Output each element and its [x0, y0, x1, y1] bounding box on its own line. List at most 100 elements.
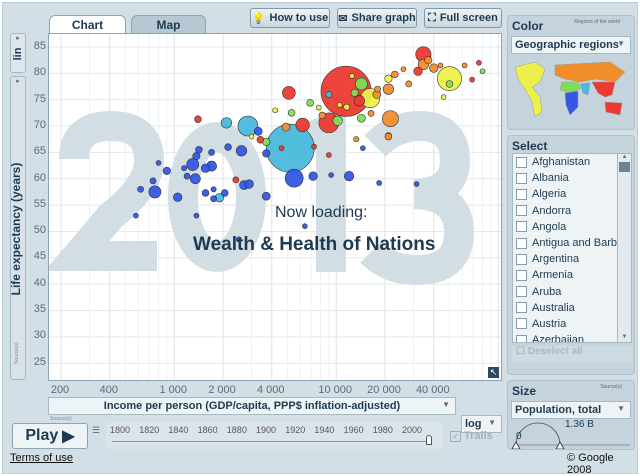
country-bubble[interactable]: [374, 85, 381, 93]
country-bubble[interactable]: [413, 66, 423, 76]
country-bubble[interactable]: [162, 166, 171, 175]
country-bubble[interactable]: [311, 143, 317, 150]
checkbox[interactable]: [516, 286, 527, 298]
country-bubble[interactable]: [221, 189, 229, 197]
country-bubble[interactable]: [208, 149, 215, 156]
country-bubble[interactable]: [461, 62, 468, 69]
country-bubble[interactable]: [133, 212, 139, 219]
country-bubble[interactable]: [253, 126, 263, 136]
country-bubble[interactable]: [193, 212, 200, 219]
country-bubble[interactable]: [256, 136, 265, 144]
country-bubble[interactable]: [220, 117, 232, 129]
checkbox[interactable]: [516, 318, 527, 330]
play-button[interactable]: Play ▶: [12, 423, 88, 449]
country-bubble[interactable]: [295, 117, 310, 133]
country-bubble[interactable]: [232, 176, 240, 184]
speed-control[interactable]: ☰: [92, 425, 101, 435]
checkbox[interactable]: [516, 156, 527, 168]
country-bubble[interactable]: [382, 110, 399, 128]
country-bubble[interactable]: [413, 181, 420, 187]
scroll-down-icon[interactable]: ▼: [621, 334, 628, 340]
country-bubble[interactable]: [186, 158, 200, 171]
country-bubble[interactable]: [445, 80, 454, 88]
country-bubble[interactable]: [384, 74, 393, 83]
country-bubble[interactable]: [384, 132, 393, 141]
country-list-item[interactable]: Armenia: [513, 267, 631, 283]
country-bubble[interactable]: [181, 165, 187, 172]
country-bubble[interactable]: [224, 143, 232, 151]
country-bubble[interactable]: [278, 145, 285, 151]
size-select[interactable]: Population, total ▼: [511, 401, 631, 419]
checkbox[interactable]: [516, 205, 527, 217]
scroll-up-icon[interactable]: ▲: [621, 154, 628, 160]
country-bubble[interactable]: [355, 77, 368, 91]
country-list-item[interactable]: Australia: [513, 300, 631, 316]
country-bubble[interactable]: [183, 172, 191, 180]
country-bubble[interactable]: [350, 88, 359, 97]
world-map-legend[interactable]: [510, 57, 632, 123]
country-bubble[interactable]: [326, 152, 332, 158]
country-list-item[interactable]: Austria: [513, 316, 631, 332]
country-bubble[interactable]: [148, 185, 162, 199]
country-bubble[interactable]: [360, 145, 366, 151]
y-source-link[interactable]: Source(s): [14, 342, 20, 364]
country-bubble[interactable]: [437, 62, 444, 69]
country-list-item[interactable]: Andorra: [513, 203, 631, 219]
country-bubble[interactable]: [282, 86, 296, 100]
share-graph-button[interactable]: ✉ Share graph: [337, 8, 417, 28]
country-bubble[interactable]: [353, 95, 365, 107]
country-bubble[interactable]: [284, 168, 304, 188]
country-bubble[interactable]: [173, 192, 183, 202]
country-bubble[interactable]: [155, 160, 162, 166]
country-bubble[interactable]: [343, 103, 351, 111]
country-bubble[interactable]: [353, 136, 360, 143]
checkbox[interactable]: [516, 302, 527, 314]
country-bubble[interactable]: [235, 145, 248, 157]
country-bubble[interactable]: [343, 171, 355, 182]
country-bubble[interactable]: [405, 80, 413, 88]
checkbox[interactable]: [516, 253, 527, 265]
country-bubble[interactable]: [262, 149, 271, 158]
country-bubble[interactable]: [349, 73, 355, 79]
country-bubble[interactable]: [137, 185, 144, 193]
scroll-thumb[interactable]: [619, 162, 630, 172]
country-bubble[interactable]: [272, 107, 278, 114]
y-axis-selector[interactable]: ▸: [10, 76, 26, 380]
country-bubble[interactable]: [376, 180, 382, 186]
country-bubble[interactable]: [469, 76, 475, 83]
country-bubble[interactable]: [192, 152, 201, 161]
x-axis-selector[interactable]: Income per person (GDP/capita, PPP$ infl…: [48, 397, 456, 415]
country-bubble[interactable]: [244, 179, 254, 189]
country-bubble[interactable]: [382, 83, 394, 95]
year-slider[interactable]: 1800 1820 1840 1860 1880 1900 1920 1940 1960 1980…: [106, 422, 443, 449]
country-bubble[interactable]: [149, 177, 157, 185]
country-list-item[interactable]: Albania: [513, 170, 631, 186]
color-select[interactable]: Geographic regions ▼: [511, 36, 631, 54]
country-bubble[interactable]: [190, 173, 201, 185]
y-scale-button[interactable]: ▸ lin: [10, 33, 26, 73]
country-bubble[interactable]: [194, 115, 202, 123]
country-bubble[interactable]: [357, 113, 366, 123]
country-bubble[interactable]: [367, 110, 375, 117]
country-list-item[interactable]: Azerbaijan: [513, 332, 631, 342]
checkbox[interactable]: [516, 188, 527, 200]
tab-map[interactable]: Map: [131, 15, 206, 34]
country-bubble[interactable]: [429, 63, 439, 73]
country-bubble[interactable]: [302, 223, 308, 229]
country-bubble[interactable]: [261, 191, 271, 201]
how-to-use-button[interactable]: 💡 How to use: [250, 8, 330, 28]
list-scrollbar[interactable]: ▲ ▼: [617, 154, 631, 342]
checkbox[interactable]: [516, 334, 527, 342]
country-bubble[interactable]: [287, 109, 296, 117]
country-bubble[interactable]: [265, 123, 315, 173]
x-scale-select[interactable]: log ▼: [461, 415, 502, 433]
x-source-link[interactable]: Source(s): [50, 416, 72, 422]
slider-handle[interactable]: [426, 435, 432, 445]
country-bubble[interactable]: [328, 172, 334, 178]
country-bubble[interactable]: [318, 111, 326, 120]
checkbox[interactable]: [516, 221, 527, 233]
country-bubble[interactable]: [308, 171, 318, 181]
country-bubble[interactable]: [237, 115, 259, 137]
country-bubble[interactable]: [315, 104, 322, 111]
checkbox[interactable]: [516, 269, 527, 281]
